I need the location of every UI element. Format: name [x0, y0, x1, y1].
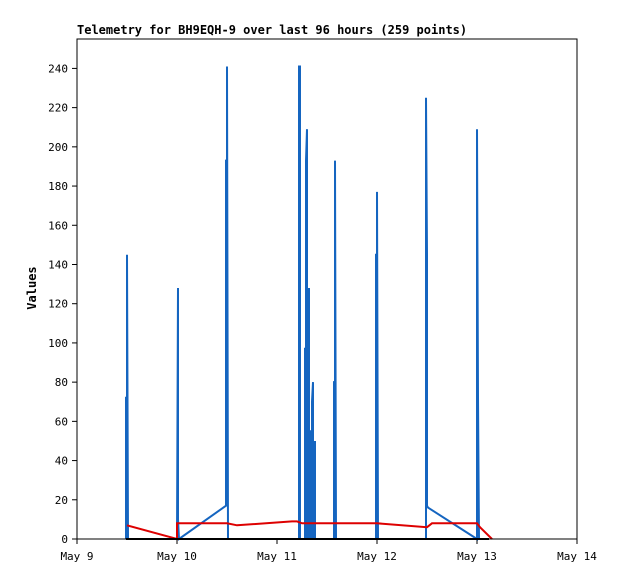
y-tick-label: 80 — [55, 376, 68, 389]
x-tick-label: May 10 — [157, 550, 197, 563]
y-tick-label: 100 — [48, 337, 68, 350]
plot-frame — [76, 38, 578, 540]
series-layer — [125, 65, 493, 541]
y-tick-label: 40 — [55, 455, 68, 468]
y-tick-label: 120 — [48, 298, 68, 311]
x-tick-label: May 12 — [357, 550, 397, 563]
y-tick-label: 180 — [48, 180, 68, 193]
y-tick-label: 220 — [48, 102, 68, 115]
x-tick-label: May 9 — [60, 550, 93, 563]
x-tick-label: May 14 — [557, 550, 597, 563]
y-tick-label: 20 — [55, 494, 68, 507]
y-tick-label: 60 — [55, 415, 68, 428]
y-axis-label: Values — [25, 266, 39, 309]
x-tick-label: May 11 — [257, 550, 297, 563]
series-line-1 — [125, 65, 480, 541]
y-tick-label: 140 — [48, 258, 68, 271]
y-axis: 0 20 40 60 80 100 120 140 160 180 200 220 240 — [48, 62, 77, 546]
chart-title: Telemetry for BH9EQH-9 over last 96 hour… — [77, 23, 467, 37]
y-tick-label: 160 — [48, 219, 68, 232]
y-tick-label: 200 — [48, 141, 68, 154]
series-line-2 — [126, 520, 493, 541]
y-tick-label: 0 — [61, 533, 68, 546]
y-tick-label: 240 — [48, 62, 68, 75]
x-axis: May 9 May 10 May 11 May 12 May 13 May 14 — [60, 539, 597, 563]
x-tick-label: May 13 — [457, 550, 497, 563]
